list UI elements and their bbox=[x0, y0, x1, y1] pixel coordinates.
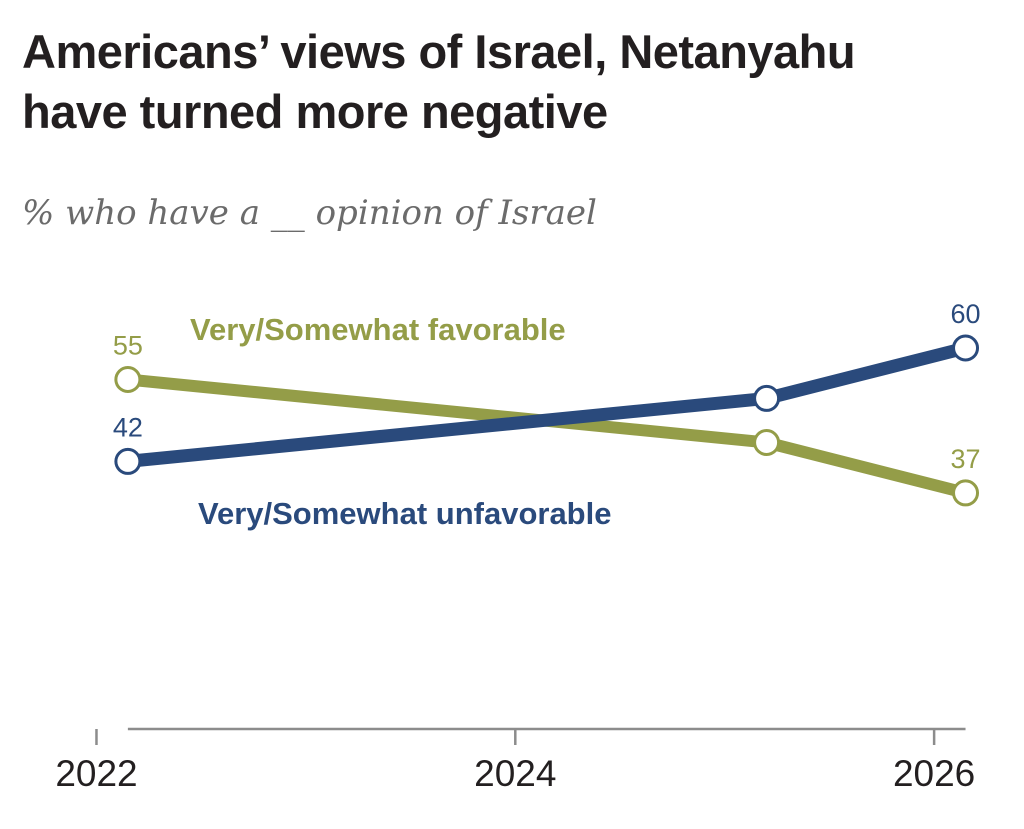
chart-text: 55 37 42 60 Very/Somewhat favorable Very/Some… bbox=[113, 299, 981, 531]
series-label-favorable: Very/Somewhat favorable bbox=[190, 312, 566, 347]
chart-title: Americans’ views of Israel, Netanyahu ha… bbox=[22, 22, 1012, 142]
series-line-favorable bbox=[121, 373, 972, 499]
series-markers bbox=[114, 334, 980, 507]
chart-subtitle: % who have a __ opinion of Israel bbox=[22, 193, 597, 233]
data-point-favorable bbox=[114, 366, 142, 393]
data-label: 55 bbox=[113, 331, 143, 361]
data-point-unfavorable bbox=[114, 447, 142, 475]
data-label: 60 bbox=[951, 299, 981, 329]
x-axis-tick-label: 2022 bbox=[55, 753, 137, 794]
data-point-unfavorable bbox=[952, 334, 980, 362]
series-line-unfavorable bbox=[121, 341, 973, 468]
x-axis-tick-label: 2024 bbox=[474, 753, 556, 794]
data-point-unfavorable bbox=[753, 384, 781, 412]
x-axis-tick-label: 2026 bbox=[893, 753, 975, 794]
x-axis: 2022 2024 2026 bbox=[55, 727, 975, 794]
data-point-favorable bbox=[753, 429, 781, 456]
data-label: 42 bbox=[113, 412, 143, 442]
series-lines bbox=[121, 341, 973, 499]
series-label-unfavorable: Very/Somewhat unfavorable bbox=[198, 496, 611, 531]
data-point-favorable bbox=[952, 479, 980, 507]
data-label: 37 bbox=[951, 444, 981, 474]
chart-title-line-2: have turned more negative bbox=[22, 85, 608, 138]
chart-title-line-1: Americans’ views of Israel, Netanyahu bbox=[22, 25, 856, 78]
